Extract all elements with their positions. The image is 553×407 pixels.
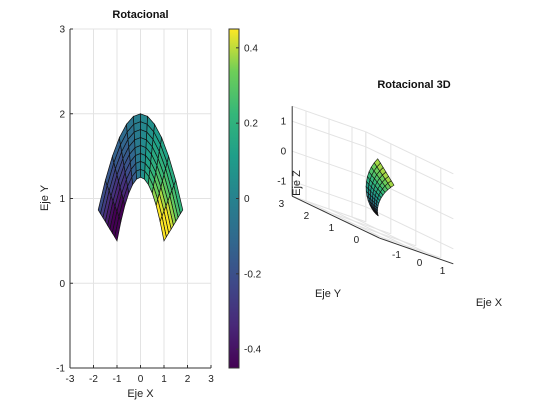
y3d-tick-label: 3 [279,199,285,210]
surface3d-patch [376,214,379,217]
x3d-tick-label: 1 [440,266,446,277]
x3d-tick-label: 0 [417,258,423,269]
y-tick-label: 0 [59,279,65,290]
y-tick-label: 2 [59,109,65,120]
colorbar-tick-label: 0 [244,194,250,205]
x-axis-line [379,237,454,265]
plot-3d-zlabel: Eje Z [291,170,303,196]
colorbar-tick-label: -0.2 [244,269,262,280]
z3d-tick-label: -1 [277,177,286,188]
x-tick-label: -3 [66,374,75,385]
colorbar-tick-label: 0.2 [244,119,258,130]
plot-2d-ylabel: Eje Y [39,184,51,211]
z3d-tick-label: 1 [281,117,287,128]
colorbar-tick-label: -0.4 [244,345,262,356]
y-tick-label: -1 [56,364,65,375]
z3d-tick-label: 0 [281,147,287,158]
x-tick-label: 2 [185,374,191,385]
grid3d-line [342,219,416,247]
x-tick-label: 1 [161,374,167,385]
plot-3d-ylabel: Eje Y [315,288,342,300]
plot-3d-xlabel: Eje X [476,297,503,309]
y-tick-label: 1 [59,194,65,205]
plot-3d-surface [365,158,395,217]
y-tick-label: 3 [59,25,65,36]
surface-patch [135,168,141,180]
plot-2d-grid [69,28,212,369]
grid3d-line [365,206,454,250]
surface-patch [159,215,167,242]
y3d-tick-label: 2 [304,211,310,222]
x3d-tick-label: -1 [392,250,401,261]
plot-3d-title: Rotacional 3D [377,79,450,91]
plot-2d-surface [97,113,184,242]
colorbar-ticks: -0.4 -0.2 0 0.2 0.4 [236,43,262,356]
box-edge [365,131,454,175]
plot-3d-box [291,105,454,265]
plot-2d-ticks: -3 -2 -1 0 1 2 3 -1 0 1 2 3 [56,25,214,386]
box-edge [292,105,366,133]
plot-3d: Rotacional 3D -1 0 1 0 1 2 3 -1 0 1 Eje X Eje Y E… [277,79,503,309]
grid3d-line [365,146,454,190]
colorbar: -0.4 -0.2 0 0.2 0.4 [228,28,262,369]
colorbar-tick-label: 0.4 [244,43,258,54]
box-edge [292,195,366,223]
plot-2d-xlabel: Eje X [127,388,154,400]
grid3d-line [367,231,441,259]
plot-3d-ticks: -1 0 1 0 1 2 3 -1 0 1 [277,117,445,277]
y3d-tick-label: 0 [354,235,360,246]
x-tick-label: -1 [113,374,122,385]
x-tick-label: 3 [208,374,214,385]
y3d-tick-label: 1 [329,223,335,234]
plot-2d-title: Rotacional [112,9,168,21]
grid3d-line [317,207,391,235]
x-tick-label: -2 [89,374,98,385]
y-axis-line [291,195,380,239]
plot-2d: Rotacional -3 -2 -1 0 1 2 3 -1 0 1 2 3 Eje X Eje Y [39,9,214,400]
x-tick-label: 0 [138,374,144,385]
